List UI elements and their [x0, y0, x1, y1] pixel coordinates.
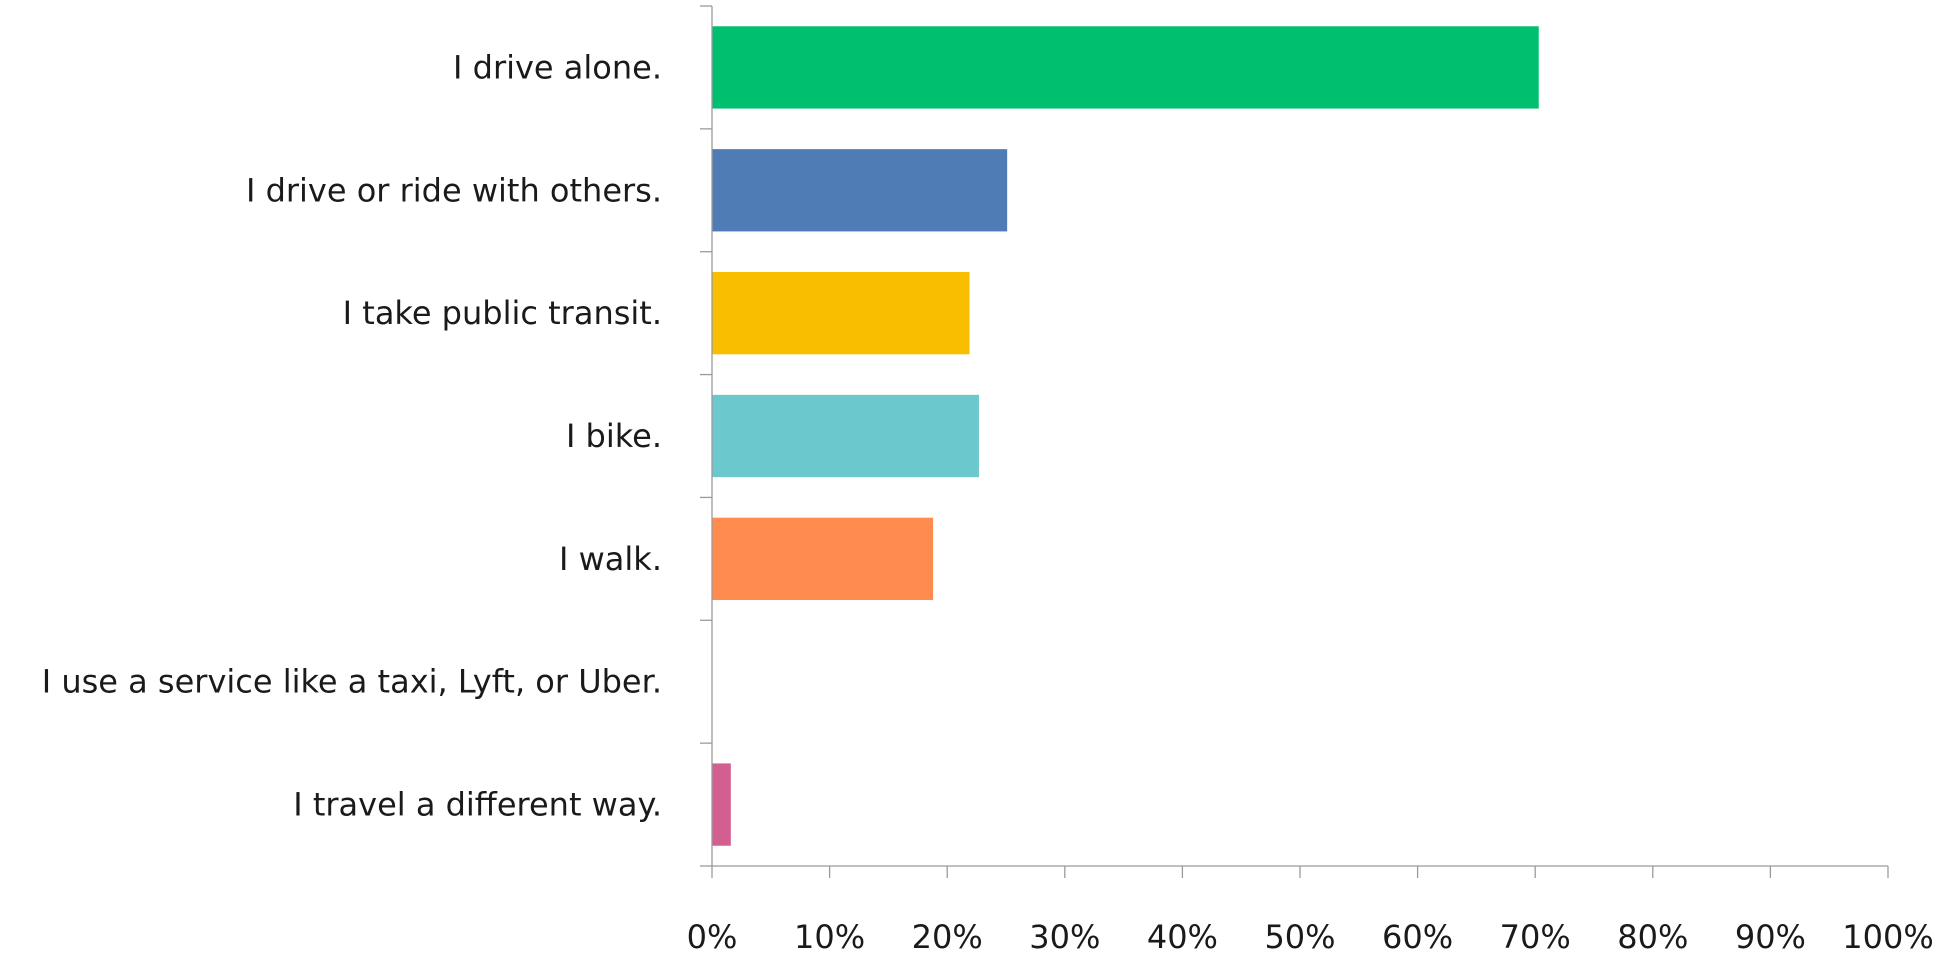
- bar-1: [712, 26, 1539, 109]
- bar-4: [712, 394, 979, 478]
- bar-5: [712, 517, 934, 601]
- x-tick-label: 0%: [687, 918, 738, 956]
- x-tick-label: 50%: [1264, 918, 1335, 956]
- x-tick-label: 60%: [1382, 918, 1453, 956]
- category-label: I bike.: [566, 417, 662, 455]
- x-tick-label: 40%: [1147, 918, 1218, 956]
- bar-3: [712, 271, 970, 355]
- category-label: I walk.: [559, 540, 662, 578]
- category-label: I use a service like a taxi, Lyft, or Ub…: [42, 663, 662, 701]
- x-tick-labels: 0% 10% 20% 30% 40% 50% 60% 70% 80% 90% 100%: [687, 918, 1934, 956]
- x-tick-label: 30%: [1029, 918, 1100, 956]
- x-tick-label: 100%: [1842, 918, 1933, 956]
- bars-group: [712, 26, 1539, 846]
- category-label: I drive alone.: [453, 48, 662, 86]
- bar-2: [712, 149, 1008, 232]
- category-labels: I drive alone. I drive or ride with other…: [42, 48, 662, 823]
- x-tick-label: 80%: [1617, 918, 1688, 956]
- axes: [700, 5, 1889, 878]
- bar-7: [712, 763, 731, 846]
- x-tick-label: 90%: [1735, 918, 1806, 956]
- category-label: I drive or ride with others.: [246, 171, 662, 209]
- x-tick-label: 20%: [912, 918, 983, 956]
- x-tick-label: 10%: [794, 918, 865, 956]
- category-label: I travel a different way.: [293, 786, 662, 824]
- category-label: I take public transit.: [343, 294, 662, 332]
- x-tick-label: 70%: [1500, 918, 1571, 956]
